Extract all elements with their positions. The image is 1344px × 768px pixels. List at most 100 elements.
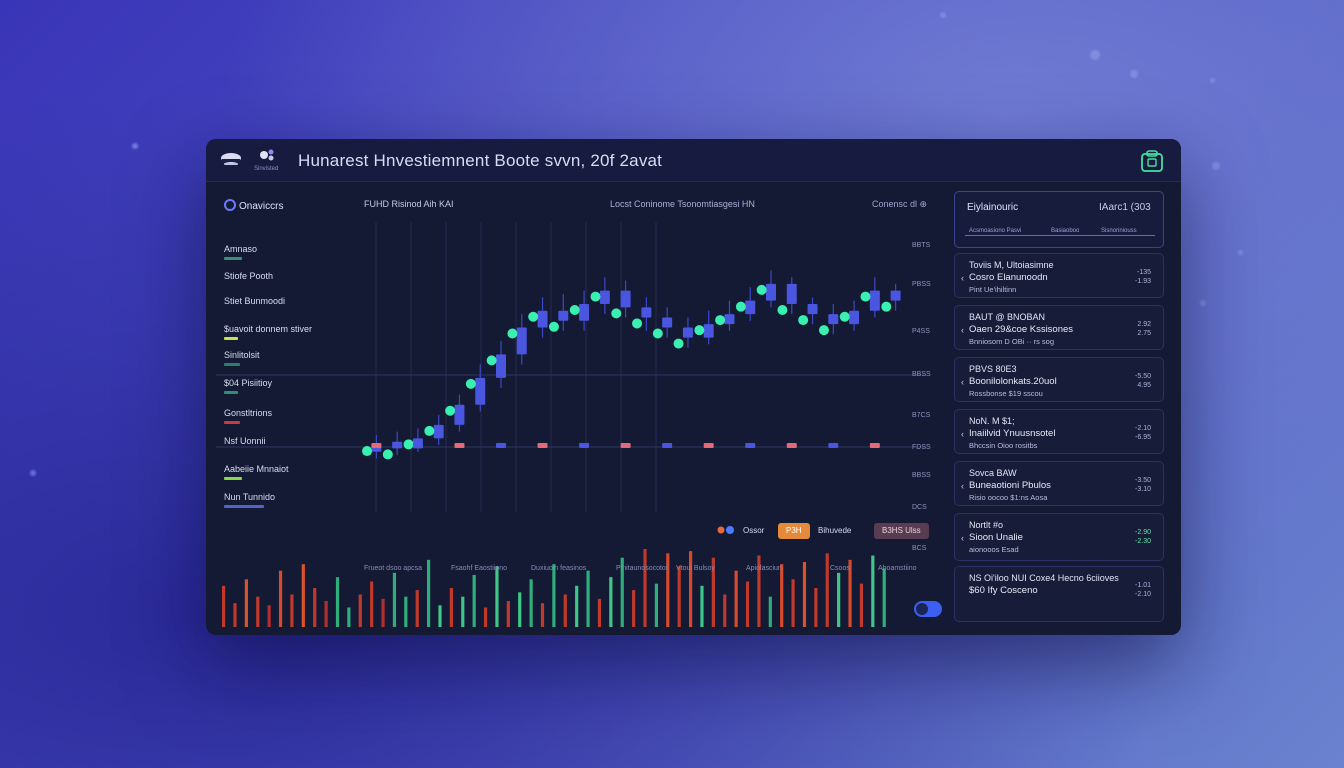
legend-item[interactable]: Ossor <box>743 526 765 535</box>
sidebar-item[interactable]: Amnaso <box>224 244 257 260</box>
candle <box>807 297 818 325</box>
volume-bar <box>552 564 556 627</box>
legend-item[interactable]: B3HS Ulss <box>874 523 929 539</box>
x-tick-label: Duxiuoin feasinos <box>531 565 587 572</box>
legend-dots-icon <box>716 523 738 539</box>
price-bubble <box>486 355 497 366</box>
candle <box>516 314 527 365</box>
card-value: 2.92 2.75 <box>1137 321 1151 337</box>
candle <box>454 394 465 432</box>
sidebar-item[interactable]: Nsf Uonnii <box>224 436 266 446</box>
card-line1: PBVS 80E3 <box>969 364 1017 374</box>
price-bubble <box>881 301 892 312</box>
card-line3: Bnniosom D OBi ·· rs sog <box>969 337 1055 346</box>
watchlist-card[interactable]: NS Oi'iloo NUI Coxe4 Hecno 6ciioves $60 I… <box>954 566 1164 622</box>
baseline-marker <box>454 443 465 448</box>
tab[interactable]: Basiaoboo <box>1051 228 1080 234</box>
price-bubble <box>528 311 539 322</box>
sidebar-item-label: Nun Tunnido <box>224 492 276 502</box>
volume-bar <box>415 590 419 627</box>
watchlist-panel: Eiylainouric IAarc1 (303 Acsmoasiono Pas… <box>954 191 1166 627</box>
volume-bar <box>734 570 738 627</box>
baseline-marker <box>662 443 673 448</box>
volume-bar <box>256 596 260 627</box>
volume-bar <box>518 592 522 627</box>
legend-item[interactable]: Bihuvede <box>818 526 852 535</box>
volume-bar <box>461 596 465 627</box>
card-line1: Toviis M, Ultoiasimne <box>969 260 1054 270</box>
sidebar-item[interactable]: $uavoit donnem stiver <box>224 324 312 340</box>
sidebar-item[interactable]: $04 Pisiitioy <box>224 378 272 394</box>
x-tick-label: Csoos <box>830 565 850 572</box>
chart-header-right[interactable]: Conensc dl ⊕ <box>872 199 928 209</box>
chart-panel: Onaviccrs FUHD Risinod Aih KAI Locst Con… <box>206 182 946 635</box>
watchlist-card[interactable]: NoN. M $1; Inaiilvid Ynuusnsotel Bhccsin O… <box>954 409 1164 454</box>
baseline-marker <box>620 443 631 448</box>
watchlist-card[interactable]: Toviis M, Ultoiasimne Cosro Elanunoodn Pin… <box>954 253 1164 298</box>
sidebar-item-label: Gonstltrions <box>224 408 273 418</box>
price-bubble <box>362 446 373 457</box>
candle <box>682 317 693 348</box>
baseline-marker <box>828 443 839 448</box>
baseline-marker <box>703 443 714 448</box>
volume-bar <box>768 596 772 627</box>
watchlist-card[interactable]: PBVS 80E3 Boonilolonkats.20uol Rossbonse $… <box>954 357 1164 402</box>
volume-bar <box>472 575 476 627</box>
volume-bar <box>654 583 659 627</box>
card-line2: Inaiilvid Ynuusnsotel <box>969 428 1056 439</box>
volume-bar <box>723 594 727 627</box>
x-tick-label: Aboamstiino <box>878 565 917 572</box>
watchlist-card[interactable]: Nortlt #o Sioon Unalie aionooos Esad ‹ -2.90… <box>954 513 1164 561</box>
bokeh-dot <box>1212 162 1220 170</box>
price-bubble <box>652 328 663 339</box>
page-title: Hunarest Hnvestiemnent Boote svvn, 20f 2… <box>298 151 663 170</box>
card-line3: Pint Ue'ihiltinn <box>969 285 1017 294</box>
chart-header-left: FUHD Risinod Aih KAI <box>364 199 454 209</box>
baseline-marker <box>412 443 423 448</box>
card-value: -5.50 4.95 <box>1135 373 1151 389</box>
card-line1: NoN. M $1; <box>969 416 1015 426</box>
bag-icon[interactable] <box>1139 149 1165 173</box>
volume-bar <box>700 585 704 627</box>
volume-bar <box>791 579 795 627</box>
card-line2: Boonilolonkats.20uol <box>969 376 1057 387</box>
summary-tabs: Acsmoasiono Pasvi Basiaoboo Sisnorinious… <box>965 228 1155 236</box>
bokeh-dot <box>132 143 138 149</box>
summary-card[interactable]: Eiylainouric IAarc1 (303 Acsmoasiono Pas… <box>954 191 1164 248</box>
volume-bar <box>301 564 305 627</box>
toggle-icon[interactable] <box>912 595 944 621</box>
watchlist-card[interactable]: BAUT @ BNOBAN Oaen 29&coe Kssisones Bnnios… <box>954 305 1164 350</box>
volume-bar <box>688 551 693 627</box>
sidebar-item[interactable]: Stiet Bunmoodi <box>224 296 285 306</box>
baseline-marker <box>579 443 590 448</box>
summary-value: IAarc1 (303 <box>1099 202 1151 213</box>
candle <box>537 297 548 338</box>
volume-bar <box>290 594 294 627</box>
baseline-marker <box>537 443 548 448</box>
sidebar-item[interactable]: Aabeiie Mnnaiot <box>224 464 289 480</box>
volume-bar <box>711 557 715 627</box>
y-tick-label: P4SS <box>912 328 930 335</box>
price-bubble <box>382 449 393 460</box>
card-line3: Bhccsin Oioo rositbs <box>969 441 1038 450</box>
sidebar-item[interactable]: Gonstltrions <box>224 408 272 424</box>
moon-icon <box>876 470 886 490</box>
sidebar-item-bar <box>224 257 242 260</box>
volume-bar <box>506 601 510 627</box>
sidebar-item[interactable]: Nun Tunnido <box>224 492 275 508</box>
legend-item[interactable]: P3H <box>778 523 810 539</box>
y-tick-label: BBSS <box>912 472 931 479</box>
price-bubble <box>403 439 414 450</box>
sidebar-heading[interactable]: Onaviccrs <box>224 199 283 212</box>
tab[interactable]: Sisnoriniouss <box>1101 228 1137 234</box>
card-line3: aionooos Esad <box>969 545 1019 554</box>
volume-bar <box>586 570 590 627</box>
sidebar-item[interactable]: Sinlitolsit <box>224 350 260 366</box>
watchlist-card[interactable]: Sovca BAW Buneaotioni Pbulos Risio oocoo $… <box>954 461 1164 506</box>
tab[interactable]: Acsmoasiono Pasvi <box>969 228 1022 234</box>
ring-icon <box>224 199 236 211</box>
sidebar-item[interactable]: Stiofe Pooth <box>224 271 273 281</box>
volume-bar <box>780 564 784 627</box>
chevron-left-icon: ‹ <box>961 377 964 387</box>
price-bubble <box>777 305 788 316</box>
